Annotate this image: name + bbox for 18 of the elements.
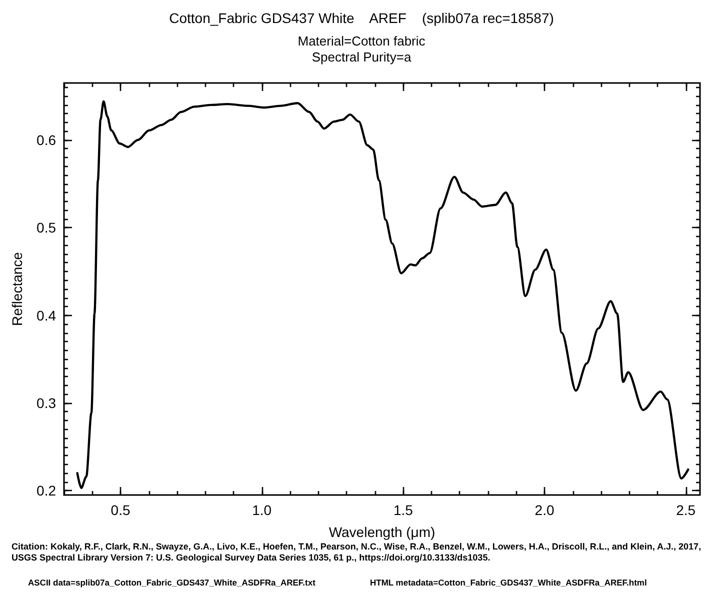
y-tick-label: 0.3: [36, 394, 56, 411]
y-tick-label: 0.5: [36, 220, 56, 236]
text: HTML metadata=Cotton_Fabric_GDS437_White_ASDFRa_AREF.html: [370, 578, 647, 588]
x-tick-label: 0.5: [110, 502, 130, 518]
x-tick-label: 2.0: [534, 502, 554, 518]
x-tick-label: 1.5: [393, 502, 414, 518]
x-axis-title: Wavelength (μm): [328, 524, 436, 540]
chart-title: Cotton_Fabric GDS437 White AREF (splib07a rec=18587): [169, 10, 554, 26]
x-tick-label: 2.5: [676, 502, 696, 518]
line-series: [76, 100, 690, 490]
y-tick-label: 0.2: [36, 482, 56, 499]
y-tick-label: 0.4: [36, 307, 56, 324]
y-axis-title: Reflectance: [9, 252, 25, 326]
x-tick-label: 1.0: [252, 502, 272, 518]
text: ASCII data=splib07a_Cotton_Fabric_GDS437_White_ASDFRa_AREF.txt: [28, 578, 316, 588]
chart-subtitle: Material=Cotton fabric Spectral Purity=a: [298, 34, 426, 64]
text: Citation: Kokaly, R.F., Clark, R.N., Swayze, G.A., Livo, K.E., Hoefen, T.M., Pearson, N.C., Wise, R.A., Benzel, W.M., Lowers, H.A., Driscoll, R.L., and Klein, A.J., 2017, USGS Spectral Library Version 7: U.S. Geological Survey Data Series 1035, 61 p., https://doi.org/10.3133/ds1035.: [12, 542, 704, 562]
y-tick-label: 0.6: [36, 132, 56, 148]
